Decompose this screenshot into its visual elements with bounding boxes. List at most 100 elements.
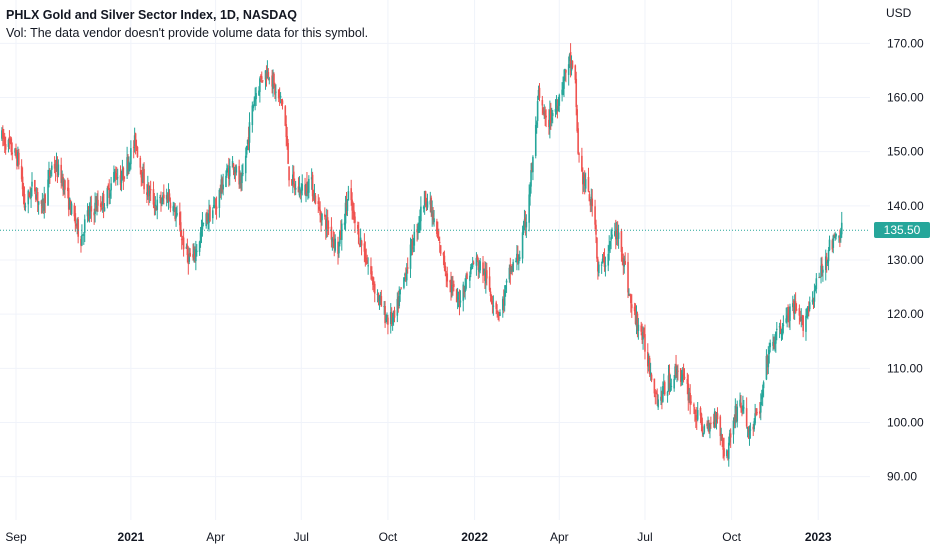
candle-down [699,407,702,416]
candle-up [173,205,175,209]
x-tick-label: Oct [379,530,398,544]
candle-down [182,237,185,250]
candle-down [357,229,360,244]
candle-down [495,302,498,309]
candle-up [426,201,429,208]
candle-down [476,256,479,260]
candle-up [505,280,508,283]
candle-up [310,177,313,180]
candle-up [165,194,168,200]
candle-up [331,238,334,242]
candle-up [176,213,178,216]
candle-down [40,200,43,204]
candle-down [384,305,386,324]
candle-down [324,219,327,230]
candle-down [484,270,486,281]
candle-up [412,247,415,249]
candle-down [712,421,715,425]
candle-down [438,241,441,243]
candle-down [8,137,11,143]
candle-down [541,100,544,106]
candle-up [483,268,485,274]
candle-down [93,212,95,216]
candle-up [188,253,191,262]
candle-up [492,305,495,307]
candle-down [278,95,281,97]
candle-up [96,200,98,208]
candle-up [732,420,735,435]
candle-down [123,176,126,179]
candle-up [601,258,604,264]
candle-up [748,428,751,436]
candle-up [264,70,267,80]
candle-up [518,257,521,260]
candle-down [271,75,273,87]
candle-up [259,78,261,93]
candle-up [226,168,228,176]
candle-up [167,192,170,203]
candle-up [469,266,472,275]
candle-up [791,303,794,308]
candle-up [202,223,205,225]
candle-down [544,110,546,119]
candle-down [636,313,639,330]
candle-down [292,171,295,181]
candle-down [690,401,692,403]
candle-down [87,211,90,217]
candle-down [644,334,646,352]
candle-down [689,392,691,405]
candle-down [498,312,500,314]
candle-down [455,289,458,303]
candle-up [469,275,471,281]
candle-up [617,232,620,239]
candle-up [258,90,260,96]
y-tick-label: 150.00 [887,145,924,159]
candle-up [61,178,63,183]
candle-down [571,60,574,68]
candle-up [523,219,526,225]
candle-up [130,148,132,165]
candle-down [314,195,317,204]
candle-up [346,199,349,211]
candle-up [396,298,399,316]
candle-down [80,238,82,246]
candle-up [37,201,40,205]
candle-up [536,101,539,122]
candle-up [743,407,745,409]
candle-up [834,235,836,238]
candle-up [786,315,788,321]
currency-label[interactable]: USD [886,6,912,20]
candle-up [759,402,762,413]
candle-up [806,314,808,318]
candle-up [200,229,203,233]
candle-up [822,269,824,273]
candle-down [149,188,152,191]
candle-down [168,193,171,201]
candle-up [543,113,546,115]
candle-up [765,355,768,380]
x-tick-label: Jul [637,530,652,544]
chart-title: PHLX Gold and Silver Sector Index, 1D, N… [6,8,298,22]
candle-up [451,285,453,293]
candle-down [708,427,710,433]
candle-down [491,300,494,305]
candle-up [103,207,106,212]
candle-up [114,171,116,175]
candle-up [48,172,50,178]
candle-up [301,183,304,191]
candle-up [81,235,83,246]
candle-up [563,77,565,89]
candle-up [499,312,501,316]
candle-down [663,382,666,395]
candle-up [359,237,362,245]
candle-down [18,152,20,165]
candle-up [404,274,406,276]
candle-up [205,213,208,227]
candle-up [94,202,96,214]
candle-up [379,296,382,299]
candle-down [773,342,775,348]
y-tick-label: 120.00 [887,307,924,321]
candle-down [729,433,732,438]
